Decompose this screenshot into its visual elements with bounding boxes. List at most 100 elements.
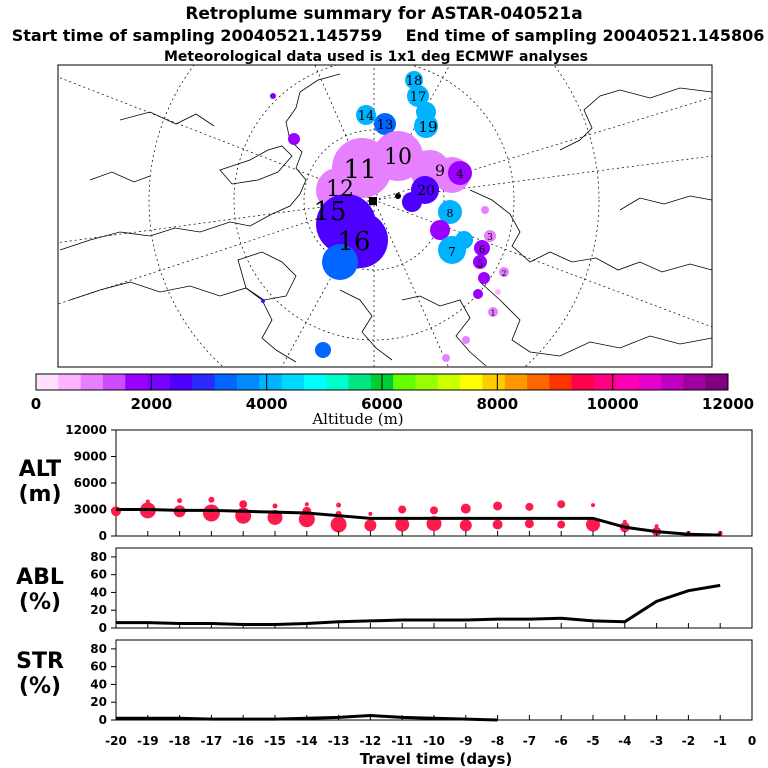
time-series-panels: ALT(m)030006000900012000ABL(%)020406080S…	[16, 423, 753, 727]
plume-marker	[261, 299, 265, 303]
x-tick-label: -4	[618, 734, 631, 748]
plume-label: 7	[448, 245, 456, 259]
colorbar-cells	[36, 374, 729, 390]
plume-marker	[374, 113, 396, 135]
colorbar-cell	[683, 374, 707, 390]
colorbar-cell	[348, 374, 372, 390]
y-tick-label: 6000	[74, 476, 107, 490]
colorbar-cell	[437, 374, 461, 390]
panel-yunit: (m)	[18, 482, 61, 507]
plume-marker	[473, 255, 487, 269]
colorbar-cell	[36, 374, 59, 390]
x-tick-label: -1	[714, 734, 727, 748]
y-tick-label: 20	[90, 695, 107, 709]
altitude-point	[426, 516, 442, 532]
plume-label: 15	[313, 197, 346, 227]
plume-marker	[495, 289, 501, 295]
colorbar-cell	[527, 374, 550, 390]
panel-ylabel: ABL	[16, 565, 64, 590]
colorbar-cell	[616, 374, 640, 390]
colorbar-cell	[125, 374, 149, 390]
plume-label: 8	[447, 207, 454, 220]
y-tick-label: 3000	[74, 503, 107, 517]
colorbar-cell	[594, 374, 617, 390]
plume-marker	[478, 272, 490, 284]
plume-label: 17	[410, 90, 427, 105]
plume-label: 20	[417, 183, 435, 199]
plume-label: 12	[326, 177, 354, 202]
start-time-text: Start time of sampling 20040521.145759	[12, 26, 383, 45]
x-tick-label: -5	[586, 734, 599, 748]
latitude-circle	[303, 129, 445, 271]
plume-label: 14	[358, 109, 375, 124]
altitude-point	[364, 519, 377, 532]
colorbar-tick-label: 10000	[587, 395, 639, 413]
colorbar-ticks: 0 2000 4000 6000 8000 10000 12000	[31, 374, 754, 413]
colorbar-cell	[236, 374, 260, 390]
colorbar-cell	[281, 374, 305, 390]
plume-marker	[288, 133, 300, 145]
y-tick-label: 80	[90, 550, 107, 564]
altitude-point	[239, 500, 248, 509]
y-tick-label: 40	[90, 585, 107, 599]
colorbar-cell	[214, 374, 238, 390]
colorbar-cell	[638, 374, 662, 390]
altitude-point	[460, 503, 471, 514]
plume-label: 6	[479, 245, 485, 256]
plume-label: 9	[435, 161, 445, 180]
altitude-point	[430, 506, 438, 515]
altitude-point	[525, 502, 534, 511]
x-tick-label: -9	[459, 734, 472, 748]
altitude-point	[298, 511, 315, 528]
altitude-point	[336, 502, 342, 508]
plume-label: 1	[490, 309, 495, 318]
plume-label: 10	[384, 145, 412, 170]
plume-marker	[270, 93, 276, 99]
plume-marker	[481, 206, 489, 214]
x-axis-label: Travel time (days)	[360, 750, 513, 768]
plume-marker	[322, 244, 358, 280]
plume-marker	[395, 193, 401, 199]
colorbar-cell	[661, 374, 684, 390]
y-tick-label: 12000	[65, 423, 107, 437]
y-tick-label: 0	[99, 621, 107, 635]
panel-ylabel: ALT	[19, 457, 61, 482]
x-tick-label: -11	[391, 734, 413, 748]
map-grid: 18 17 13 14 19 10 11 12 9 20 4 15 16 8 7…	[58, 65, 712, 367]
release-site-marker	[369, 197, 377, 205]
x-tick-label: -7	[523, 734, 536, 748]
altitude-point	[492, 519, 503, 530]
altitude-points	[111, 496, 723, 537]
colorbar-cell	[549, 374, 573, 390]
x-tick-label: -19	[137, 734, 159, 748]
latitude-circle	[233, 65, 515, 341]
plume-marker	[430, 220, 450, 240]
plume-label: 16	[337, 227, 370, 257]
panel-str: STR(%) 0 20 40 60 80	[16, 639, 753, 727]
x-tick-label: -14	[296, 734, 318, 748]
plume-label: 11	[343, 155, 376, 185]
y-tick-label: 60	[90, 660, 107, 674]
colorbar-cell	[169, 374, 193, 390]
plume-marker	[315, 342, 331, 358]
altitude-point	[654, 524, 659, 529]
altitude-point	[202, 504, 220, 522]
panel-ylabel: STR	[16, 649, 64, 674]
y-tick-label: 0	[99, 529, 107, 543]
plume-label: 4	[456, 167, 464, 181]
plume-label: 18	[406, 74, 423, 89]
plume-marker	[414, 114, 438, 138]
plume-marker	[473, 289, 483, 299]
x-tick-label: -3	[650, 734, 663, 748]
y-tick-label: 20	[90, 603, 107, 617]
altitude-point	[395, 517, 410, 532]
plume-marker	[407, 85, 429, 107]
x-tick-label: -10	[423, 734, 445, 748]
x-tick-label: -17	[201, 734, 223, 748]
altitude-point	[524, 519, 534, 529]
end-time-text: End time of sampling 20040521.145806	[406, 26, 765, 45]
colorbar-cell	[504, 374, 528, 390]
colorbar-cell	[415, 374, 439, 390]
plume-label-group: 18 17 13 14 19 10 11 12 9 20 4 15 16 8 7…	[313, 74, 506, 318]
